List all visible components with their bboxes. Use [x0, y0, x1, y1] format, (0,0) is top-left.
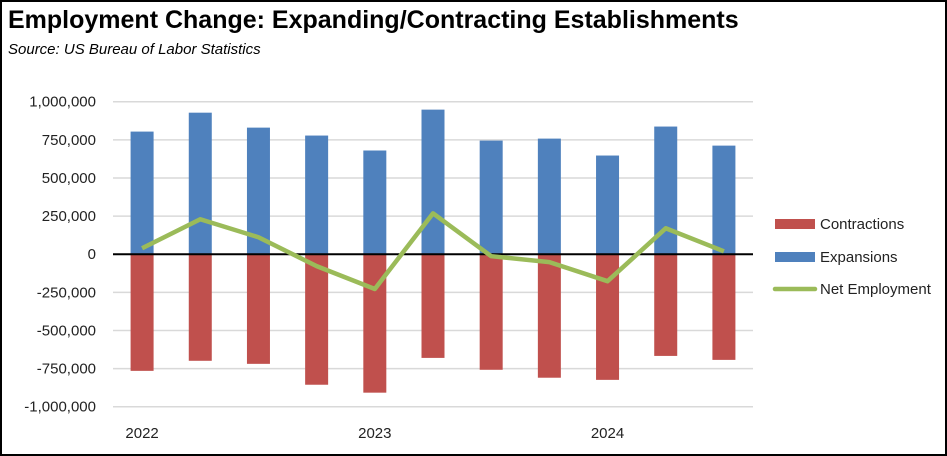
y-tick-label: 1,000,000 — [29, 94, 96, 111]
bar-expansions — [654, 126, 678, 255]
y-tick-label: 0 — [88, 246, 96, 263]
bar-contractions — [421, 254, 445, 358]
bar-contractions — [596, 254, 620, 380]
x-tick-label: 2024 — [591, 425, 624, 442]
legend-label: Contractions — [820, 216, 904, 233]
y-tick-label: 250,000 — [42, 208, 96, 225]
x-tick-label: 2023 — [358, 425, 391, 442]
legend-swatch — [775, 252, 815, 262]
bar-expansions — [363, 150, 387, 255]
bar-contractions — [537, 254, 561, 378]
chart-title: Employment Change: Expanding/Contracting… — [8, 6, 739, 34]
bar-contractions — [188, 254, 212, 361]
bar-expansions — [537, 138, 561, 255]
bar-expansions — [712, 145, 736, 255]
chart-subtitle: Source: US Bureau of Labor Statistics — [8, 41, 261, 58]
bar-expansions — [421, 109, 445, 255]
bar-expansions — [479, 140, 503, 255]
bar-contractions — [246, 254, 270, 364]
y-tick-label: 500,000 — [42, 170, 96, 187]
bar-contractions — [305, 254, 329, 385]
bar-expansions — [305, 135, 329, 255]
y-tick-label: -500,000 — [37, 322, 96, 339]
bar-contractions — [654, 254, 678, 356]
bar-contractions — [130, 254, 154, 371]
y-tick-label: -250,000 — [37, 284, 96, 301]
legend-label: Net Employment — [820, 281, 932, 298]
bar-contractions — [712, 254, 736, 360]
bar-expansions — [188, 112, 212, 255]
y-tick-label: -1,000,000 — [24, 399, 96, 416]
bar-expansions — [130, 131, 154, 255]
legend-swatch — [775, 219, 815, 229]
x-tick-label: 2022 — [125, 425, 158, 442]
legend-label: Expansions — [820, 249, 898, 266]
y-tick-label: -750,000 — [37, 361, 96, 378]
bar-expansions — [246, 127, 270, 255]
bar-expansions — [596, 155, 620, 255]
y-tick-label: 750,000 — [42, 132, 96, 149]
bar-contractions — [479, 254, 503, 370]
